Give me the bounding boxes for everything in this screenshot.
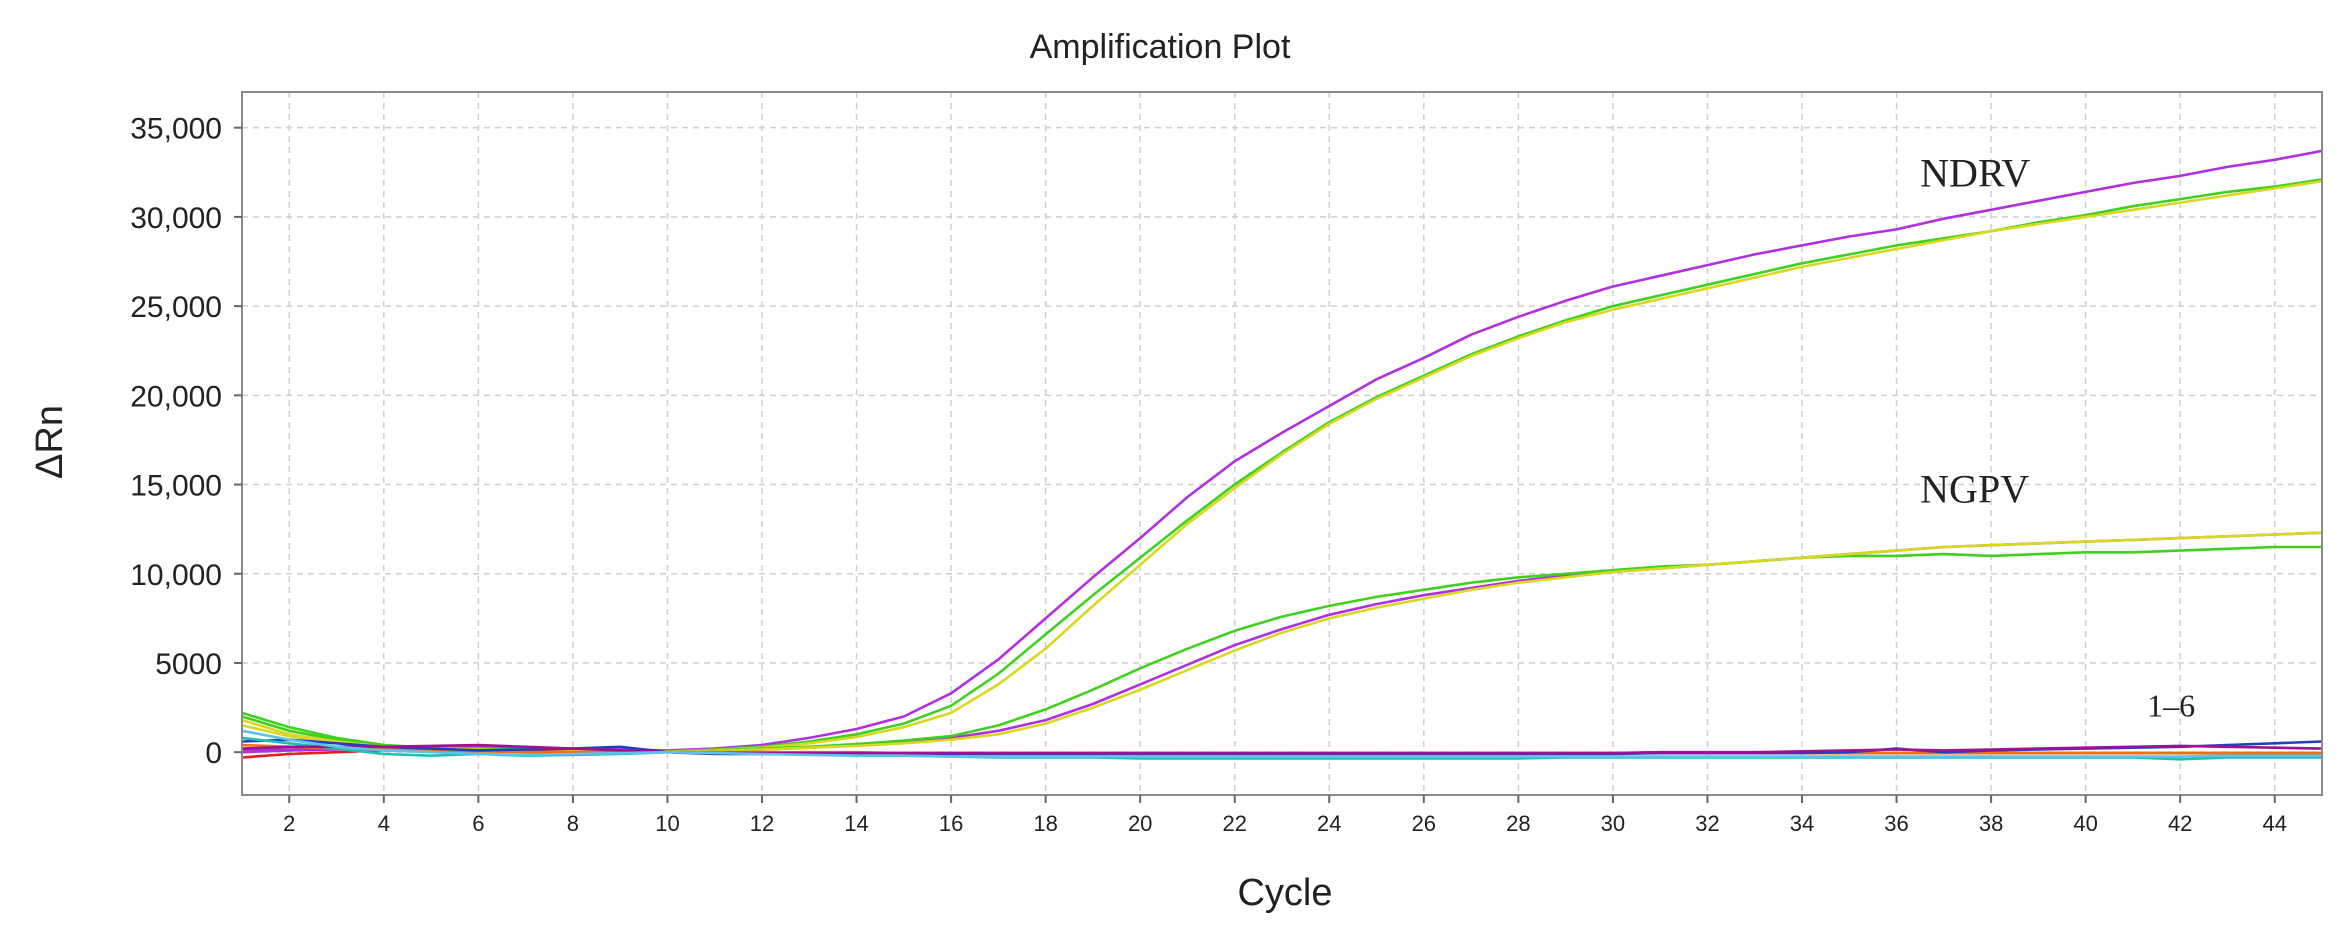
x-tick-label: 26 (1412, 811, 1436, 836)
y-tick-label: 15,000 (130, 470, 222, 503)
x-tick-label: 36 (1884, 811, 1908, 836)
series-line-sample-5 (241, 743, 2323, 755)
x-tick-label: 6 (472, 811, 484, 836)
series-line-ngpv-3 (241, 531, 2323, 753)
x-tick-label: 20 (1128, 811, 1152, 836)
chart-title: Amplification Plot (1030, 28, 1291, 66)
x-tick-label: 38 (1979, 811, 2003, 836)
x-tick-label: 2 (283, 811, 295, 836)
x-tick-label: 30 (1601, 811, 1625, 836)
y-tick-label: 30,000 (130, 202, 222, 235)
y-tick-label: 35,000 (130, 113, 222, 146)
plot-frame (241, 91, 2323, 796)
series-line-ndrv-1 (241, 149, 2323, 752)
x-tick-label: 32 (1695, 811, 1719, 836)
x-tick-label: 12 (750, 811, 774, 836)
x-tick-label: 14 (844, 811, 868, 836)
series-line-sample-6 (241, 729, 2322, 758)
x-tick-label: 10 (655, 811, 679, 836)
annotation-1-6: 1–6 (2147, 687, 2195, 723)
series-line-ndrv-2 (241, 178, 2323, 753)
x-tick-label: 42 (2168, 811, 2192, 836)
x-axis-ticks: 2 4 6 8 10 12 14 16 18 20 22 24 26 28 30 32 34 36 38 40 42 44 (283, 795, 2287, 836)
y-tick-label: 10,000 (130, 559, 222, 592)
x-tick-label: 40 (2073, 811, 2097, 836)
series-layer (241, 149, 2323, 761)
annotation-layer: NDRV NGPV 1–6 (1920, 151, 2195, 724)
x-tick-label: 16 (939, 811, 963, 836)
x-tick-label: 18 (1033, 811, 1057, 836)
y-tick-label: 5000 (155, 648, 222, 681)
x-tick-label: 28 (1506, 811, 1530, 836)
x-tick-label: 34 (1790, 811, 1814, 836)
x-tick-label: 8 (567, 811, 579, 836)
annotation-ndrv: NDRV (1920, 151, 2030, 196)
y-tick-label: 0 (205, 737, 222, 770)
x-tick-label: 22 (1222, 811, 1246, 836)
y-tick-label: 20,000 (130, 380, 222, 413)
y-axis-ticks: 0 5000 10,000 15,000 20,000 25,000 30,000 35,00… (130, 113, 242, 770)
grid-layer (242, 92, 2322, 795)
x-tick-label: 24 (1317, 811, 1341, 836)
x-axis-label: Cycle (1237, 872, 1332, 914)
x-tick-label: 44 (2262, 811, 2286, 836)
series-line-ngpv-2 (241, 545, 2322, 753)
annotation-ngpv: NGPV (1920, 466, 2029, 511)
y-axis-label: ΔRn (29, 405, 71, 479)
x-tick-label: 4 (378, 811, 390, 836)
y-tick-label: 25,000 (130, 291, 222, 324)
series-line-ngpv-1 (241, 531, 2323, 754)
